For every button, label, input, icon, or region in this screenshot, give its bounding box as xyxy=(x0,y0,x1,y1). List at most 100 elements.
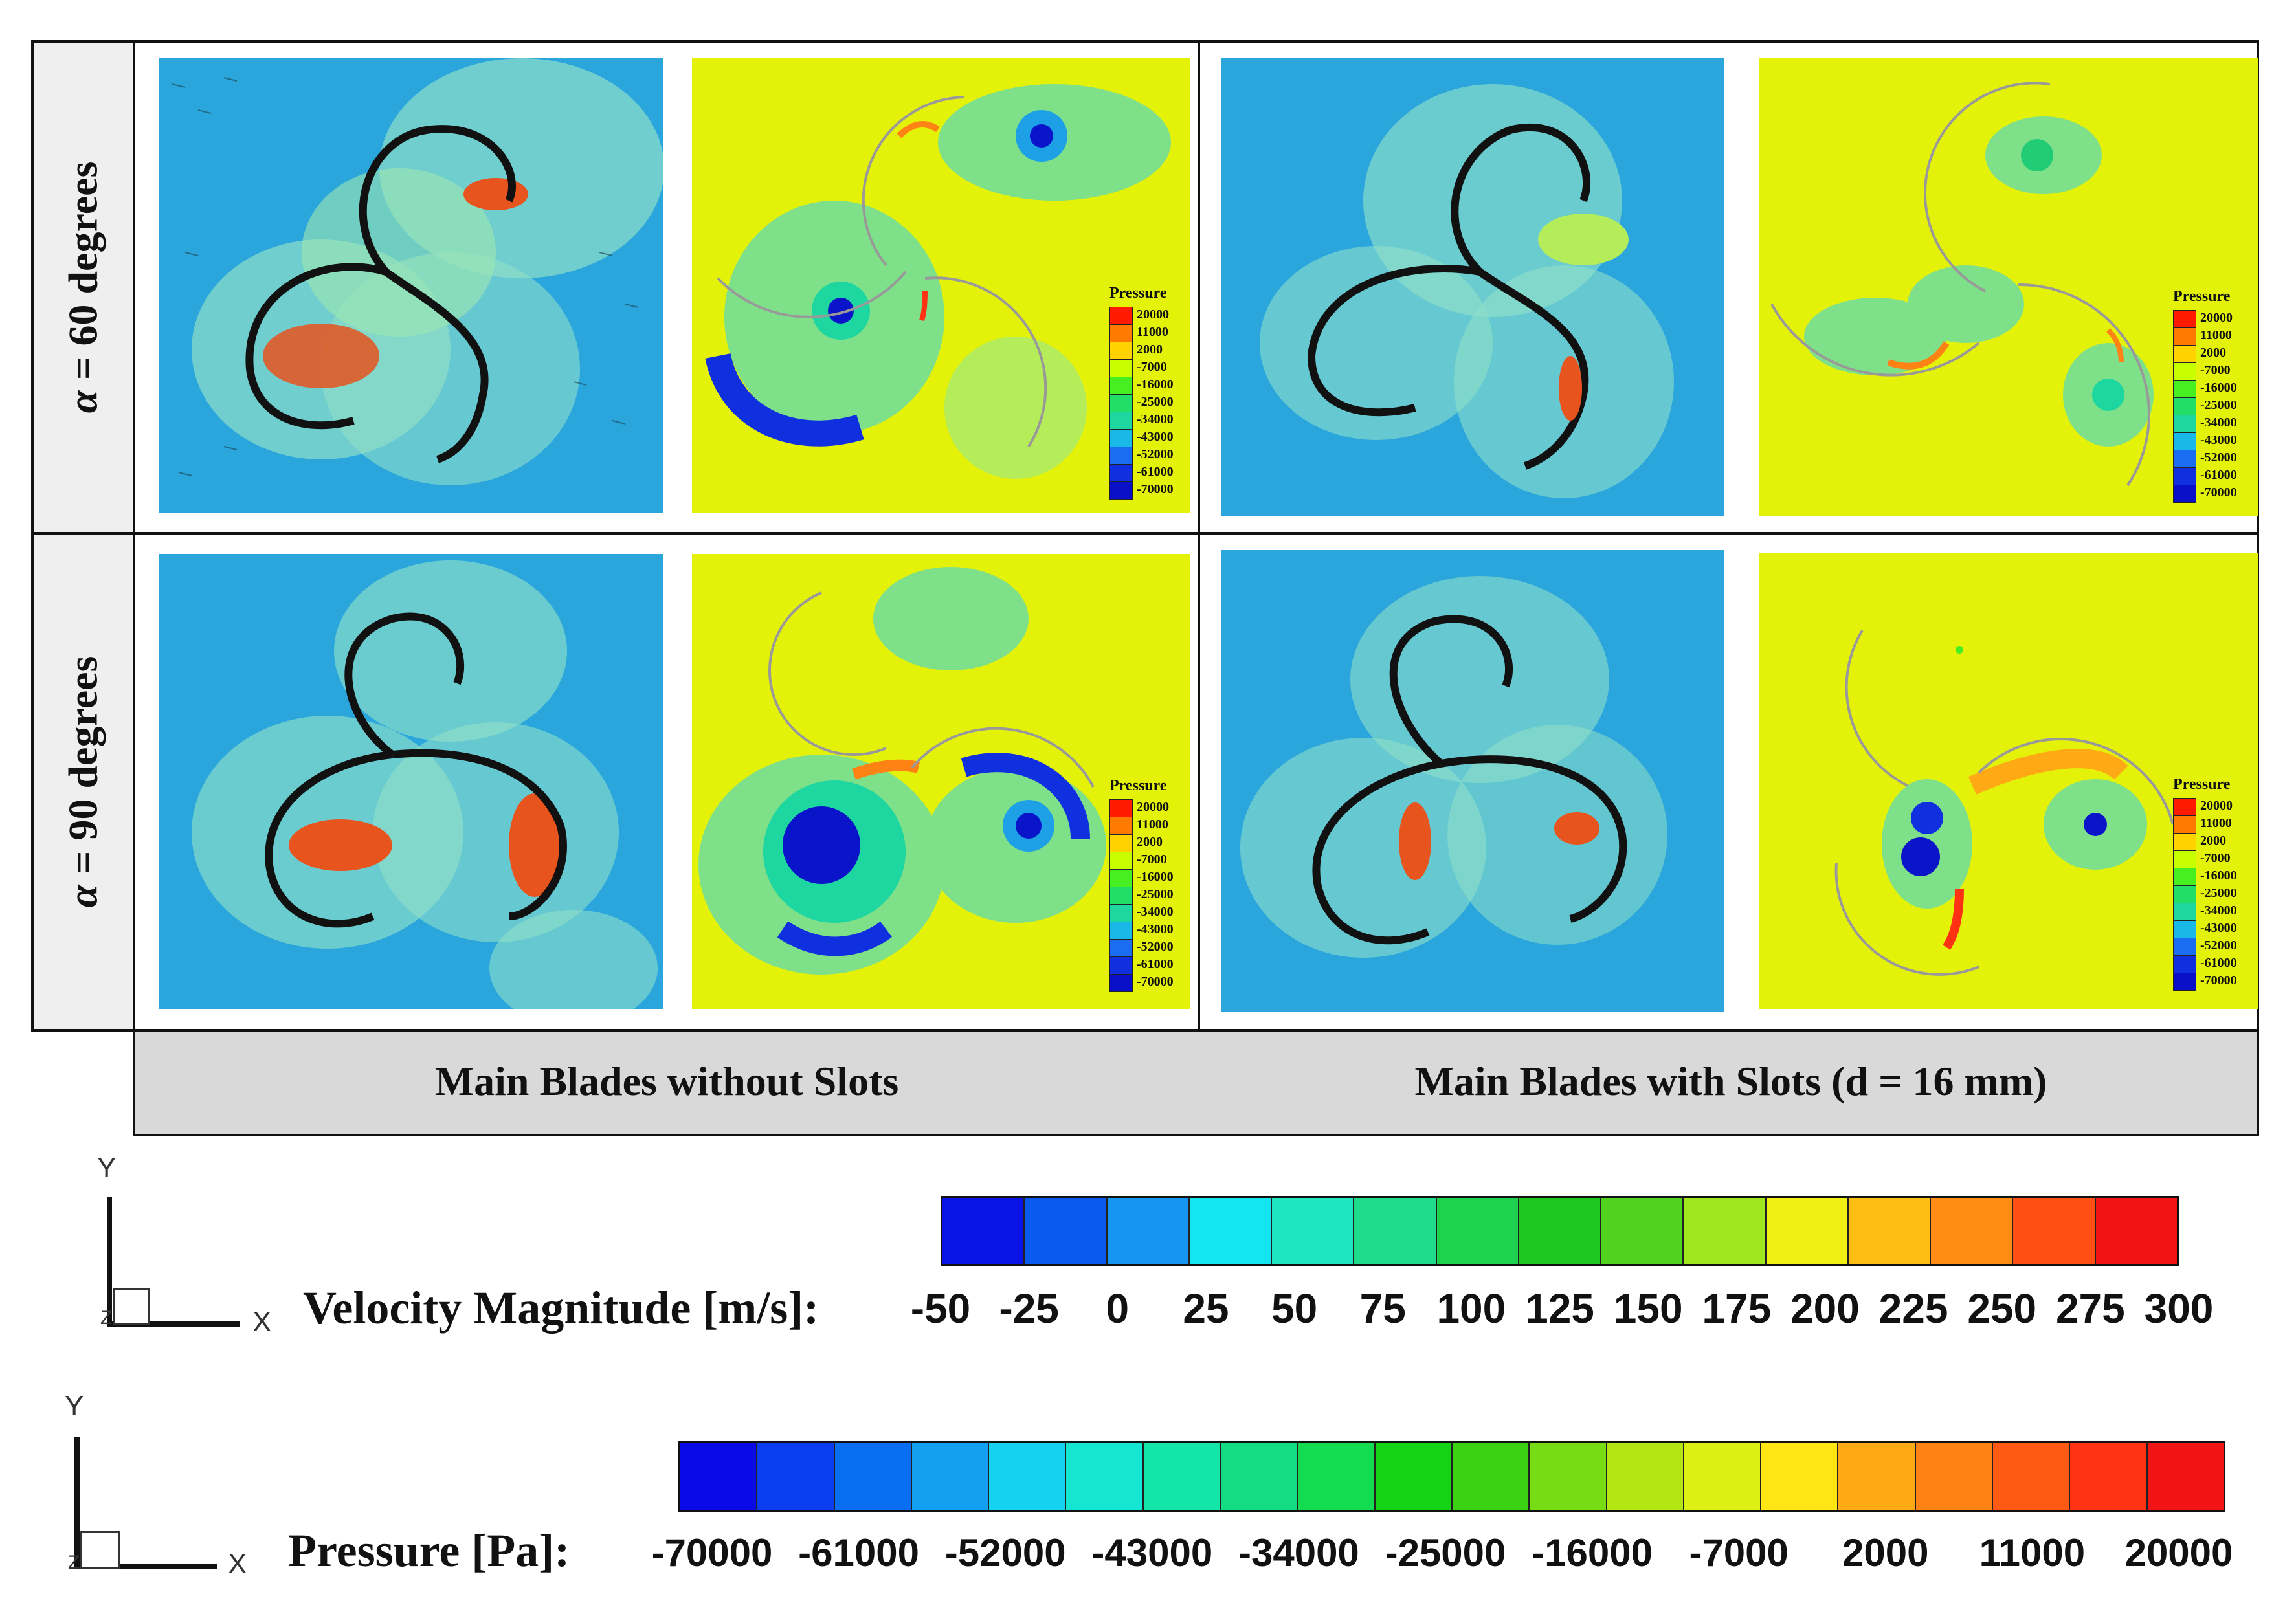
pressure-colorbar-band xyxy=(1993,1443,2071,1510)
velocity-panel-90-slot xyxy=(1221,550,1724,1012)
panel-legend-label: -34000 xyxy=(2200,903,2237,918)
panel-legend-swatch xyxy=(2173,955,2196,973)
caption-without-slots: Main Blades without Slots xyxy=(434,1058,899,1104)
velocity-tick-label: 275 xyxy=(2055,1285,2125,1332)
panel-legend-swatch xyxy=(1109,307,1133,325)
panel-legend-label: -61000 xyxy=(1137,957,1174,971)
pressure-colorbar-band xyxy=(1838,1443,1916,1510)
velocity-field-plot xyxy=(172,58,663,485)
panel-legend-label: -43000 xyxy=(2200,921,2237,935)
pressure-colorbar-band xyxy=(2070,1443,2148,1510)
panel-legend-swatch xyxy=(1109,974,1133,992)
panel-legend-title: Pressure xyxy=(2173,288,2231,305)
pressure-tick-label: 11000 xyxy=(1979,1531,2086,1575)
pressure-colorbar-band xyxy=(1761,1443,1839,1510)
velocity-tick-label: -50 xyxy=(910,1285,971,1332)
pressure-panel-60-noslot: Pressure 20000 11000 2000 -7000 -16000 -25000 -… xyxy=(692,58,1190,513)
velocity-tick-label: 25 xyxy=(1183,1285,1229,1332)
panel-legend-swatch xyxy=(1109,834,1133,852)
panel-legend-label: -43000 xyxy=(1137,430,1174,444)
panel-legend-swatch xyxy=(1109,956,1133,975)
panel-legend-swatch xyxy=(1109,481,1133,500)
velocity-field-plot xyxy=(1260,84,1674,498)
pressure-tick-label: 2000 xyxy=(1842,1531,1929,1575)
row-header-60: α = 60 degrees xyxy=(32,41,134,533)
velocity-panel-60-noslot xyxy=(159,58,663,513)
panel-legend-swatch xyxy=(2173,850,2196,868)
pressure-field-plot xyxy=(698,567,1106,975)
pressure-colorbar-band xyxy=(1221,1443,1298,1510)
velocity-colorbar-band xyxy=(1025,1198,1108,1264)
panel-legend-label: -16000 xyxy=(2200,868,2237,883)
pressure-tick-label: -70000 xyxy=(651,1531,773,1575)
panel-legend-label: -61000 xyxy=(2200,956,2237,970)
y-axis-letter: Y xyxy=(65,1390,84,1422)
panel-legend-title: Pressure xyxy=(1109,777,1167,794)
panel-legend-swatch xyxy=(2173,920,2196,938)
panel-legend-swatch xyxy=(2173,467,2196,485)
panel-legend-label: -25000 xyxy=(2200,398,2237,412)
panel-legend-label: -70000 xyxy=(1137,482,1174,496)
row-label-90: α = 90 degrees xyxy=(60,656,106,908)
pressure-tick-label: -25000 xyxy=(1385,1531,1506,1575)
velocity-tick-label: 300 xyxy=(2144,1285,2214,1332)
pressure-colorbar-band xyxy=(1066,1443,1144,1510)
panel-legend-swatch xyxy=(2173,868,2196,886)
pressure-field-plot xyxy=(1834,629,2174,976)
panel-legend-label: -70000 xyxy=(1137,975,1174,989)
y-axis-letter: Y xyxy=(97,1152,117,1184)
panel-legend-label: -25000 xyxy=(1137,395,1174,409)
panel-legend-swatch xyxy=(2173,903,2196,921)
velocity-tick-label: 50 xyxy=(1271,1285,1318,1332)
panel-legend-swatch xyxy=(2173,310,2196,328)
panel-legend-label: -34000 xyxy=(2200,415,2237,430)
velocity-tick-label: 100 xyxy=(1436,1285,1506,1332)
panel-legend-swatch xyxy=(1109,394,1133,412)
pressure-colorbar-band xyxy=(1143,1443,1221,1510)
velocity-panel-60-slot xyxy=(1221,58,1724,516)
panel-legend-label: -34000 xyxy=(1137,905,1174,919)
panel-legend-swatch xyxy=(1109,377,1133,395)
velocity-tick-label: 0 xyxy=(1106,1285,1130,1332)
pressure-tick-label: -61000 xyxy=(798,1531,920,1575)
panel-legend-swatch xyxy=(2173,798,2196,816)
velocity-tick-label: 150 xyxy=(1613,1285,1683,1332)
velocity-tick-label: 125 xyxy=(1525,1285,1594,1332)
velocity-field-plot xyxy=(1240,576,1667,958)
panel-legend-label: -7000 xyxy=(1137,360,1167,374)
pressure-tick-label: -43000 xyxy=(1091,1531,1213,1575)
caption-bar xyxy=(135,1032,2257,1134)
panel-legend-label: -7000 xyxy=(1137,852,1167,867)
x-axis-letter: X xyxy=(228,1548,247,1580)
pressure-colorbar-band xyxy=(1684,1443,1762,1510)
panel-legend-swatch xyxy=(2173,485,2196,503)
panel-legend-swatch xyxy=(2173,415,2196,433)
panel-legend-swatch xyxy=(1109,904,1133,922)
panel-legend-label: 11000 xyxy=(2200,816,2232,830)
panel-legend-swatch xyxy=(1109,429,1133,447)
panel-legend-swatch xyxy=(2173,397,2196,415)
velocity-colorbar-band xyxy=(1272,1198,1355,1264)
panel-legend-swatch xyxy=(2173,833,2196,851)
panel-legend-swatch xyxy=(2173,362,2196,381)
pressure-colorbar-band xyxy=(757,1443,835,1510)
row-header-90: α = 90 degrees xyxy=(32,533,134,1030)
panel-legend-label: 2000 xyxy=(2200,834,2226,848)
velocity-colorbar-band xyxy=(1684,1198,1767,1264)
panel-legend-swatch xyxy=(1109,464,1133,482)
velocity-colorbar-band xyxy=(1354,1198,1437,1264)
panel-legend-label: -7000 xyxy=(2200,363,2231,377)
velocity-colorbar-band xyxy=(942,1198,1025,1264)
pressure-tick-label: -34000 xyxy=(1238,1531,1359,1575)
velocity-tick-label: -25 xyxy=(999,1285,1059,1332)
pressure-colorbar-band xyxy=(911,1443,990,1510)
pressure-field-plot xyxy=(705,84,1171,479)
velocity-colorbar-title: Velocity Magnitude [m/s]: xyxy=(303,1282,819,1334)
panel-legend-label: -34000 xyxy=(1137,412,1174,426)
panel-legend-swatch xyxy=(1109,817,1133,835)
z-axis-letter: Z xyxy=(100,1307,113,1329)
pressure-colorbar-band xyxy=(680,1443,758,1510)
velocity-colorbar-band xyxy=(1601,1198,1684,1264)
velocity-colorbar-band xyxy=(1848,1198,1932,1264)
panel-legend-swatch xyxy=(1109,922,1133,940)
